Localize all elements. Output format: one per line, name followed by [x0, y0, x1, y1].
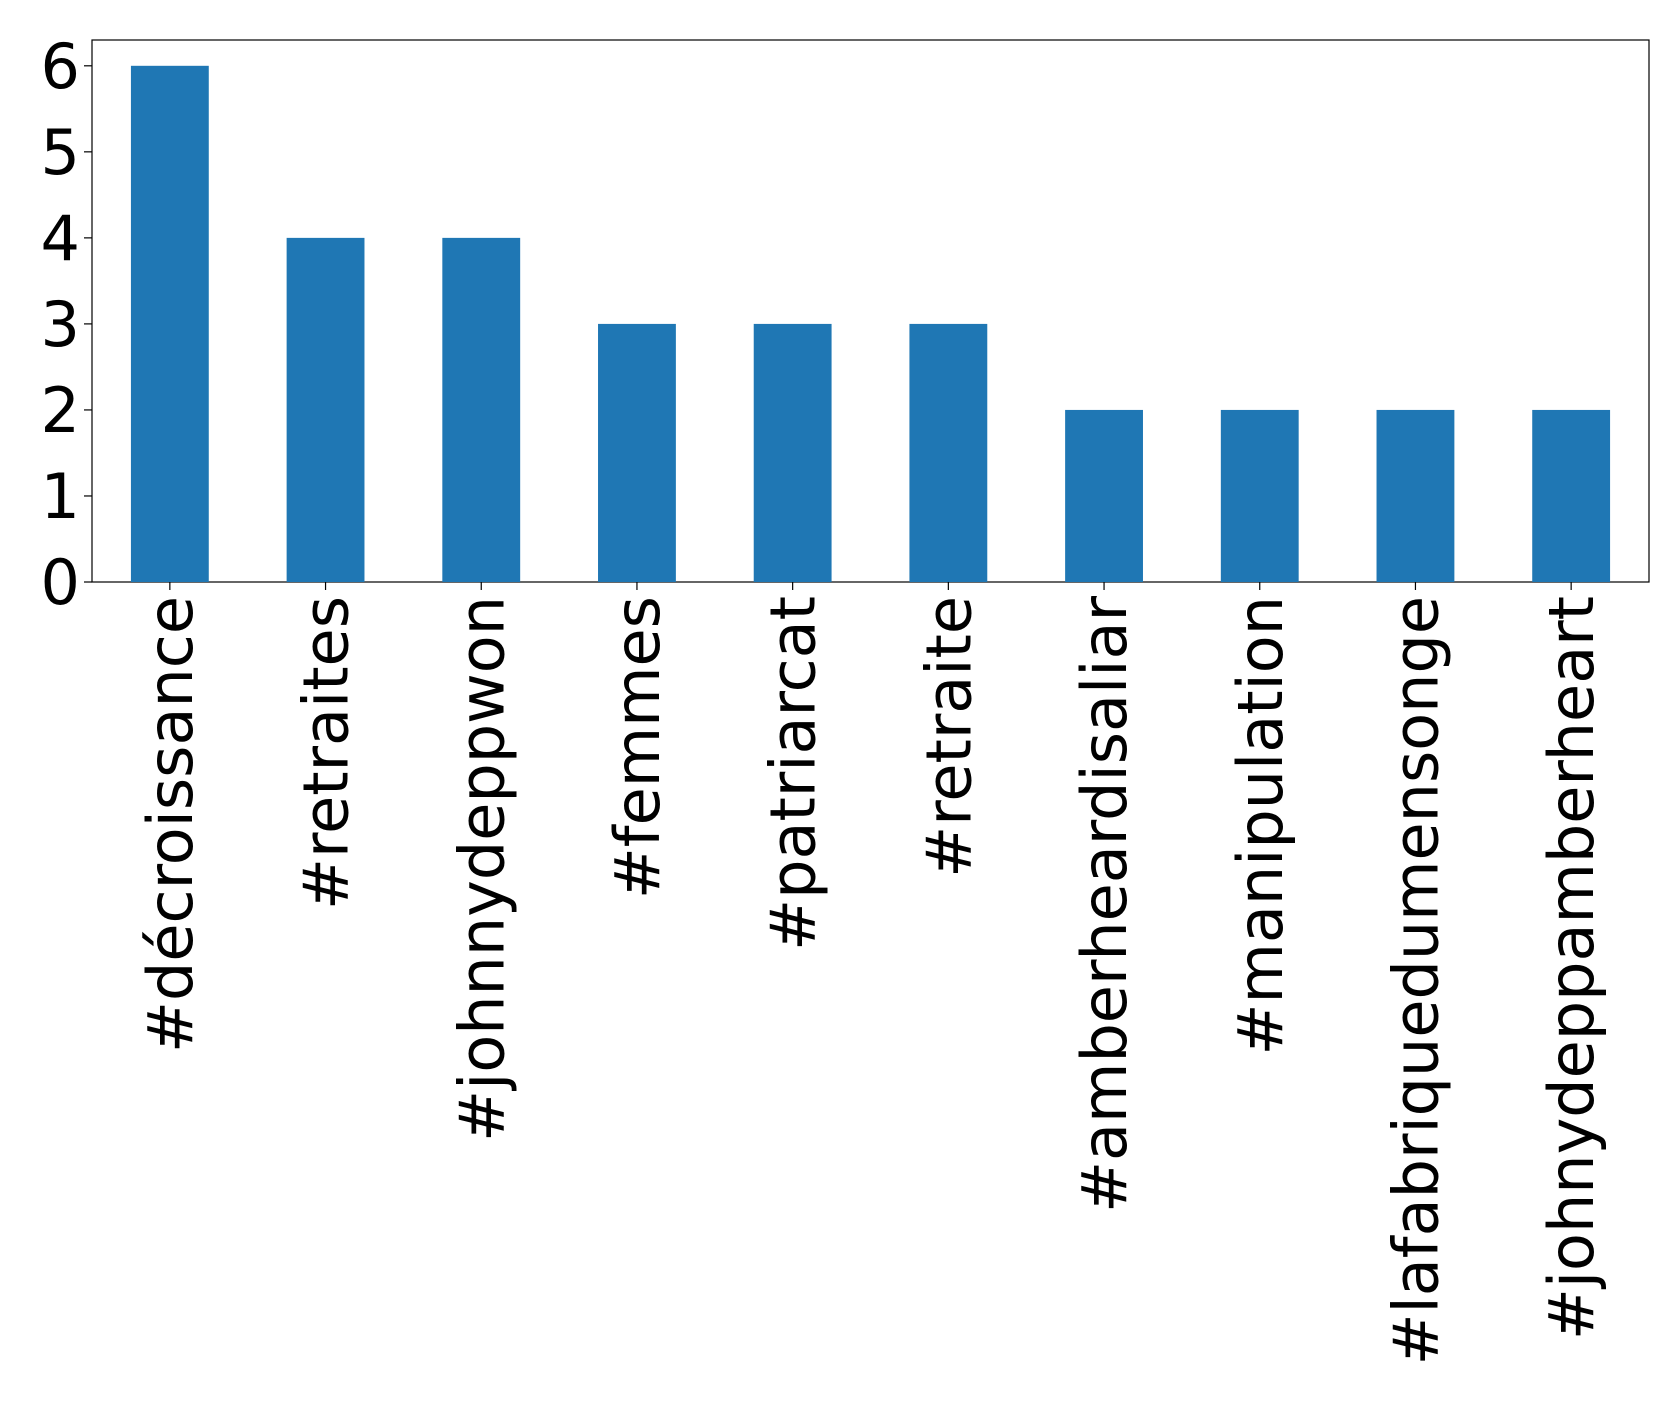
bar [909, 323, 988, 582]
x-tick-label: #décroissance [134, 596, 207, 1053]
y-tick-label: 1 [41, 460, 80, 533]
bar [1532, 409, 1611, 582]
bar [1376, 409, 1455, 582]
y-tick-label: 6 [41, 30, 80, 103]
x-tick-label: #johnnydeppwon [445, 596, 518, 1142]
y-tick-label: 2 [41, 374, 80, 447]
y-tick-label: 0 [41, 546, 80, 619]
x-tick-label: #manipulation [1224, 596, 1297, 1056]
x-tick-label: #retraite [912, 596, 985, 878]
bar [753, 323, 832, 582]
y-tick-label: 3 [41, 288, 80, 361]
bar [442, 237, 521, 582]
y-tick-label: 5 [41, 116, 80, 189]
bar [1065, 409, 1143, 582]
x-tick-label: #amberheardisaliar [1068, 595, 1141, 1212]
bar [130, 65, 209, 583]
plot-frame [91, 39, 1650, 583]
bar [1220, 409, 1299, 582]
x-tick-label: #patriarcat [757, 596, 830, 951]
x-tick-label: #retraites [290, 596, 363, 910]
x-tick-label: #johnydeppamberheart [1535, 596, 1608, 1340]
y-tick-label: 4 [41, 202, 80, 275]
x-tick-label: #femmes [601, 596, 674, 899]
x-tick-label: #lafabriquedumensonge [1379, 596, 1452, 1365]
bar [598, 323, 676, 582]
bar [286, 237, 365, 582]
